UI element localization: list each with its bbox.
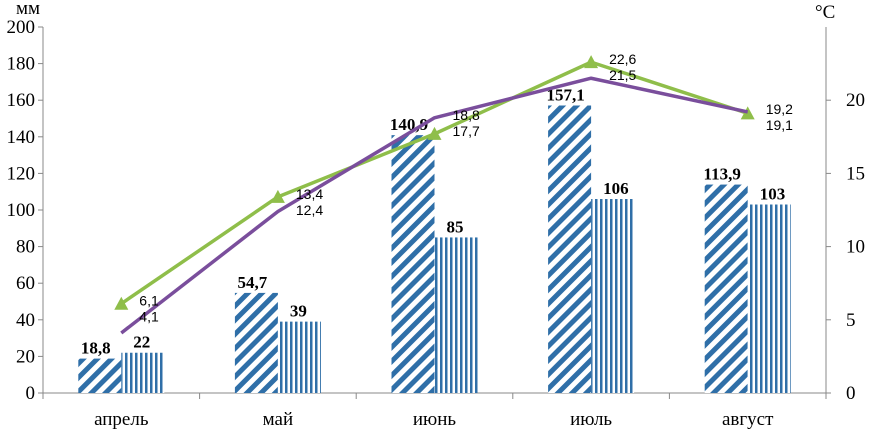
line-data-label: 4,1 <box>139 309 159 325</box>
right-tick-label: 20 <box>846 90 865 111</box>
left-tick-label: 100 <box>7 200 36 221</box>
bar-data-label: 106 <box>603 179 629 198</box>
left-tick-label: 40 <box>16 310 35 331</box>
bar-data-label: 140,9 <box>390 115 428 134</box>
bar <box>391 135 435 393</box>
line-data-label: 19,1 <box>766 117 793 133</box>
left-tick-label: 200 <box>7 17 36 38</box>
left-tick-label: 20 <box>16 346 35 367</box>
x-tick-label: июнь <box>413 409 457 430</box>
series-line <box>120 76 749 335</box>
line-point-marker <box>114 296 129 310</box>
line-data-label: 22,6 <box>609 51 636 67</box>
bar-data-label: 157,1 <box>546 86 584 105</box>
line-data-label: 6,1 <box>139 293 159 309</box>
line-point-marker <box>270 189 285 203</box>
x-tick-label: май <box>263 409 294 430</box>
bar <box>78 358 122 393</box>
bar <box>747 204 791 393</box>
line-point-marker <box>584 55 599 69</box>
right-tick-label: 5 <box>846 310 856 331</box>
bar <box>121 352 165 393</box>
line-point-marker <box>740 106 755 120</box>
left-tick-label: 120 <box>7 163 36 184</box>
left-tick-label: 80 <box>16 237 35 258</box>
line-data-label: 18,8 <box>453 107 480 123</box>
x-tick-label: август <box>722 409 774 430</box>
bar-data-label: 54,7 <box>238 273 268 292</box>
line-data-label: 12,4 <box>296 202 323 218</box>
line-point-marker <box>427 126 442 140</box>
bar <box>704 184 748 393</box>
bar-data-label: 113,9 <box>704 165 741 184</box>
left-tick-label: 180 <box>7 54 36 75</box>
bar-data-label: 22 <box>133 333 150 352</box>
left-tick-label: 140 <box>7 127 36 148</box>
right-tick-label: 10 <box>846 237 865 258</box>
line-data-label: 13,4 <box>296 186 323 202</box>
bar <box>591 199 635 393</box>
bar <box>434 237 478 393</box>
right-tick-label: 15 <box>846 163 865 184</box>
left-axis-unit: мм <box>16 0 40 19</box>
bar-data-label: 85 <box>447 217 464 236</box>
x-tick-label: июль <box>570 409 612 430</box>
left-tick-label: 60 <box>16 273 35 294</box>
line-data-label: 17,7 <box>453 123 480 139</box>
right-axis-unit: °C <box>815 2 835 23</box>
line-data-label: 19,2 <box>766 101 793 117</box>
x-tick-label: апрель <box>94 409 149 430</box>
bar <box>548 105 592 393</box>
left-tick-label: 160 <box>7 90 36 111</box>
bar-data-label: 18,8 <box>81 339 111 358</box>
bar <box>234 292 278 393</box>
bar-data-label: 39 <box>290 302 307 321</box>
right-tick-label: 0 <box>846 383 856 404</box>
left-tick-label: 0 <box>26 383 36 404</box>
line-data-label: 21,5 <box>609 67 636 83</box>
plot-area: 0 20 40 60 80 100 120 140 160 180 200 0 5 10 15 20 апрел… <box>7 17 866 430</box>
bar-data-label: 103 <box>760 185 786 204</box>
bar <box>277 321 321 393</box>
